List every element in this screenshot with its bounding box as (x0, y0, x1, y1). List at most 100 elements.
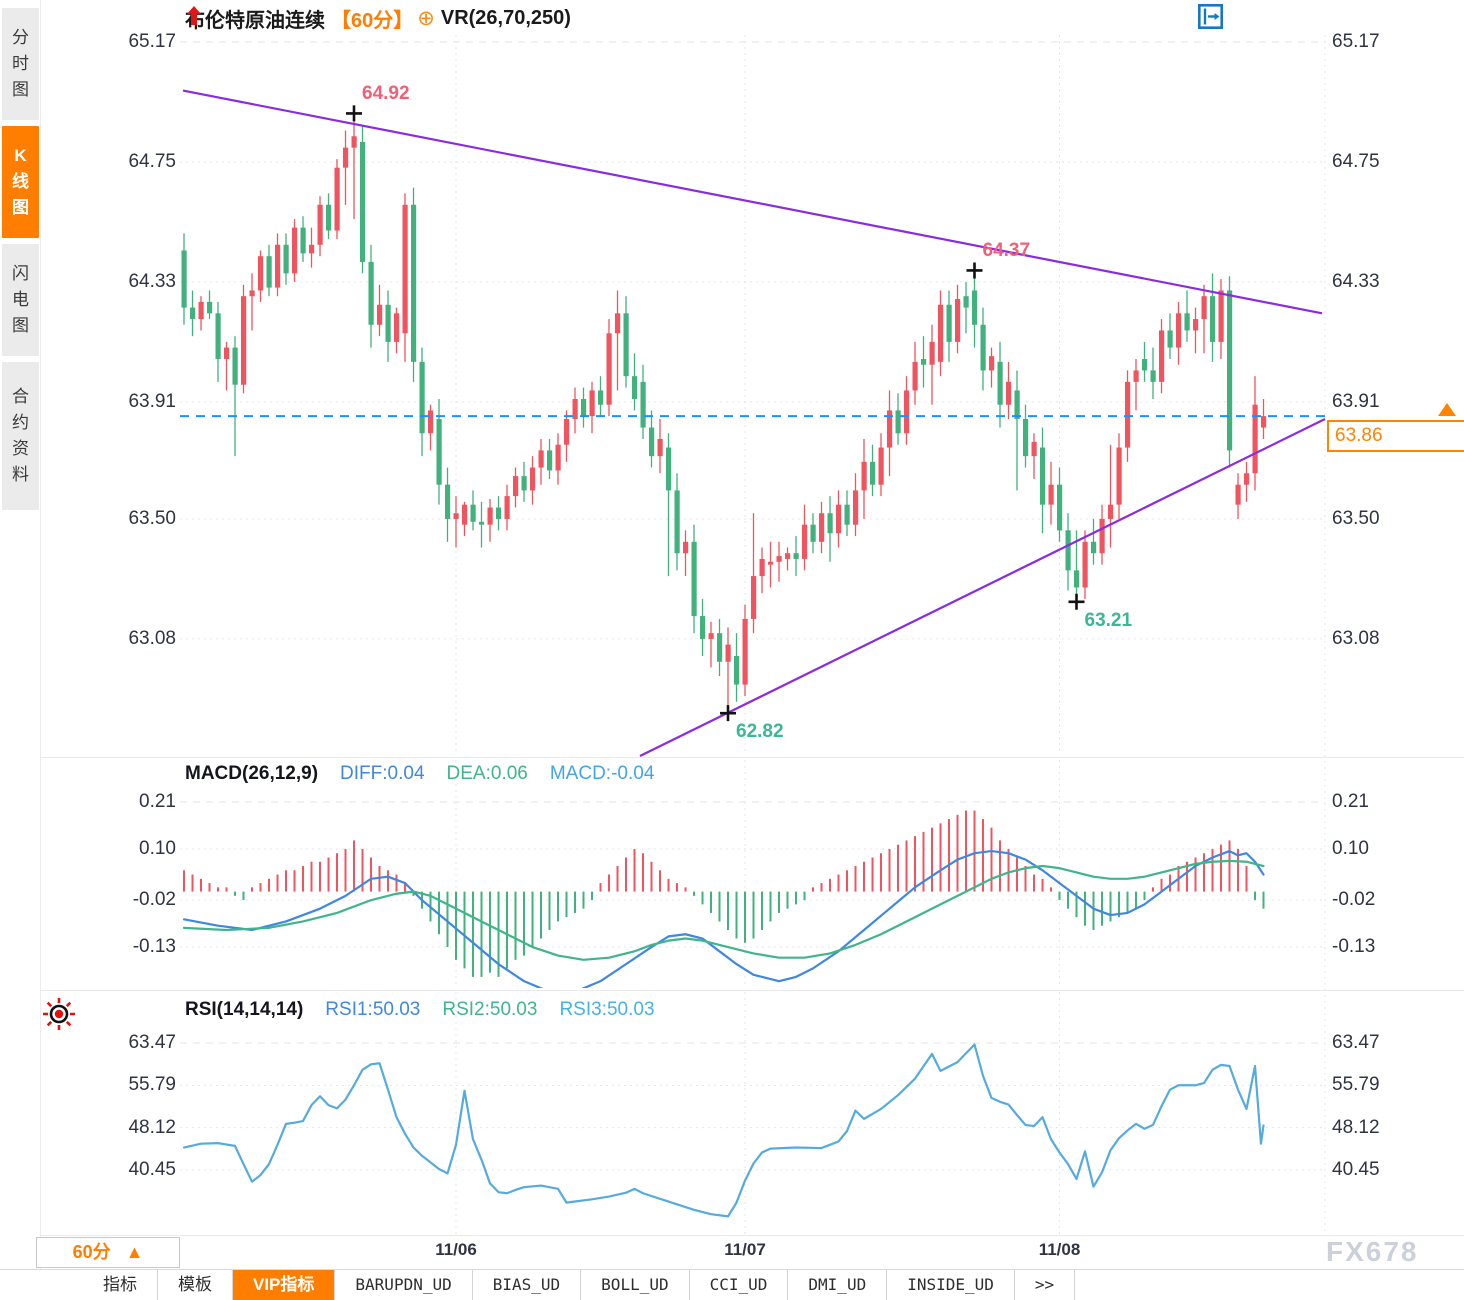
candle-body (1244, 473, 1250, 485)
candle-body (530, 467, 536, 491)
tab-BIAS_UD[interactable]: BIAS_UD (473, 1270, 582, 1300)
sidebar-item-1[interactable]: 分时图 (2, 8, 39, 120)
tab-DMI_UD[interactable]: DMI_UD (788, 1270, 888, 1300)
tab-bar-spacer (0, 1270, 83, 1300)
candle-body (300, 227, 306, 254)
candle-body (538, 450, 544, 468)
candle-body (929, 341, 935, 365)
main-pane[interactable] (181, 113, 1267, 714)
candle-body (1252, 404, 1258, 474)
candle-body (581, 399, 587, 417)
tab->>[interactable]: >> (1015, 1270, 1076, 1300)
bottom-tab-bar: 指标 模板 VIP指标 BARUPDN_UD BIAS_UD BOLL_UD CCI_UD D… (0, 1269, 1464, 1300)
candle-body (198, 301, 204, 320)
candle-body (853, 490, 859, 525)
tab-CCI_UD[interactable]: CCI_UD (690, 1270, 789, 1300)
price-up-arrow-icon[interactable] (1438, 403, 1456, 416)
candle-body (989, 356, 995, 371)
candle-body (351, 136, 357, 148)
candle-body (1150, 370, 1156, 382)
candle-body (1159, 330, 1165, 382)
candle-body (785, 553, 791, 559)
pane-separator-3 (41, 1235, 1464, 1236)
macd-pane (182, 810, 1265, 988)
candle-body (776, 556, 782, 562)
candle-body (1167, 330, 1173, 348)
tab-INSIDE_UD[interactable]: INSIDE_UD (887, 1270, 1015, 1300)
rsi-params-label: RSI(14,14,14) (185, 999, 304, 1020)
candle-body (215, 313, 221, 360)
rsi3-value: RSI3:50.03 (559, 999, 655, 1020)
descending-resistance (182, 89, 1323, 315)
macd-header: MACD(26,12,9) DIFF:0.04 DEA:0.06 MACD:-0… (185, 763, 654, 785)
sidebar-item-char: 料 (12, 465, 29, 484)
fx678-watermark: FX678 (1326, 1236, 1419, 1267)
rsi-axis-label: 55.79 (1332, 1074, 1380, 1096)
sidebar-item-4[interactable]: 合约资料 (2, 362, 39, 510)
main-price-label: 63.50 (128, 507, 176, 529)
candle-body (207, 301, 213, 314)
candle-body (878, 447, 884, 485)
candle-body (1040, 447, 1046, 505)
candle-body (334, 167, 340, 231)
period-label[interactable]: 【60分】 (331, 9, 414, 32)
candle-body (1184, 313, 1190, 331)
rsi1-line (182, 1043, 1265, 1218)
candle-body (232, 347, 238, 385)
tab-BOLL_UD[interactable]: BOLL_UD (581, 1270, 690, 1300)
candle-body (632, 376, 638, 399)
tab--[interactable]: 指标 (83, 1270, 158, 1300)
vr-indicator-label: VR(26,70,250) (440, 6, 571, 29)
candle-body (598, 390, 604, 405)
candle-body (564, 418, 570, 445)
candle-body (436, 418, 442, 485)
rsi-axis-label: 40.45 (128, 1158, 176, 1180)
sidebar-item-char: K (14, 146, 27, 165)
candle-body (411, 204, 417, 362)
alert-sun-icon[interactable] (38, 993, 80, 1035)
candle-body (997, 361, 1003, 405)
pan-right-icon[interactable] (1198, 4, 1223, 29)
rsi-axis-label: 48.12 (128, 1116, 176, 1138)
sidebar-item-char: 分 (12, 28, 29, 47)
cross-marker (346, 105, 362, 122)
candle-body (1108, 504, 1114, 519)
candle-body (887, 410, 893, 448)
period-selector[interactable]: 60分 ▲ (36, 1237, 180, 1268)
price-annotation-64.92: 64.92 (362, 83, 410, 105)
candle-body (742, 618, 748, 685)
candle-body (1125, 381, 1131, 448)
candle-body (734, 656, 740, 685)
candle-body (802, 524, 808, 559)
tab--[interactable]: 模板 (158, 1270, 233, 1300)
candle-body (768, 561, 774, 565)
main-price-label: 64.75 (1332, 150, 1380, 172)
add-indicator-icon[interactable]: ⊕ (417, 6, 435, 30)
candle-body (615, 313, 621, 334)
main-price-label: 65.17 (128, 31, 176, 52)
candle-body (224, 347, 230, 360)
sidebar-item-char: 线 (12, 172, 29, 191)
main-price-label: 64.75 (128, 150, 176, 172)
current-price-value: 63.86 (1335, 425, 1383, 446)
candle-body (555, 444, 561, 471)
candle-body (674, 490, 680, 554)
candle-body (759, 558, 765, 577)
macd-axis-label: 0.10 (1332, 837, 1369, 859)
candle-body (445, 484, 451, 519)
candle-body (955, 299, 961, 342)
tab-VIP-[interactable]: VIP指标 (233, 1270, 336, 1300)
macd-axis-label: -0.02 (1332, 889, 1376, 911)
period-selector-label: 60分 (72, 1242, 111, 1262)
price-annotation-62.82: 62.82 (736, 721, 784, 743)
sidebar-item-3[interactable]: 闪电图 (2, 244, 39, 356)
rsi-pane (182, 1043, 1265, 1218)
candle-body (1176, 313, 1182, 348)
candle-body (360, 141, 366, 262)
candle-body (1048, 484, 1054, 505)
candle-body (428, 410, 434, 434)
candle-body (589, 390, 595, 417)
tab-BARUPDN_UD[interactable]: BARUPDN_UD (335, 1270, 473, 1300)
